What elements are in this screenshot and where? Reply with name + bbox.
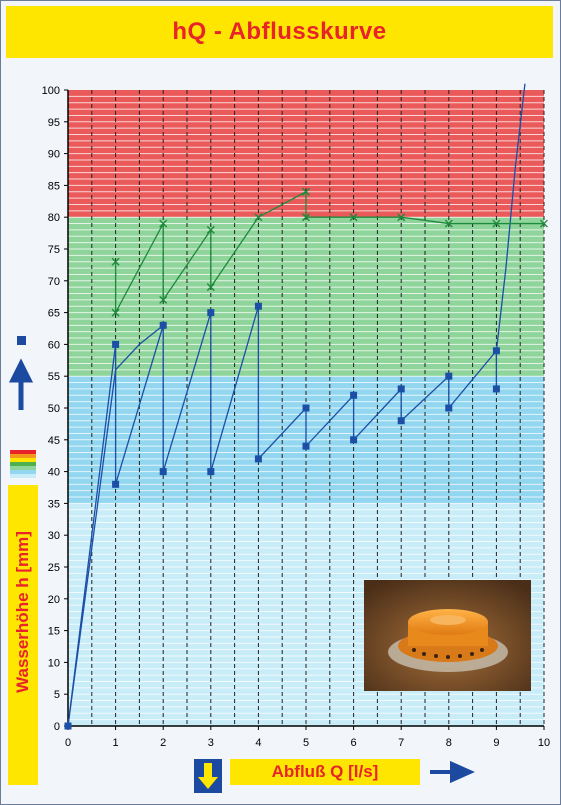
title-bar: hQ - Abflusskurve <box>6 6 553 58</box>
x-tick-label: 2 <box>160 737 166 749</box>
data-point <box>350 391 358 399</box>
x-tick-label: 4 <box>255 737 261 749</box>
y-tick-label: 20 <box>48 594 60 606</box>
data-point <box>397 213 406 222</box>
axis-arrows <box>8 336 475 784</box>
data-point <box>302 187 310 196</box>
data-point <box>111 257 120 266</box>
y-tick-label: 40 <box>48 467 60 479</box>
y-tick-label: 60 <box>48 339 60 351</box>
data-point <box>254 213 263 222</box>
data-point <box>111 308 120 317</box>
y-tick-label: 25 <box>48 562 60 574</box>
series-line-2 <box>495 83 526 351</box>
color-legend-stripes <box>10 450 36 478</box>
chart-series <box>64 83 548 730</box>
chart-grid <box>68 90 545 726</box>
x-axis-label-band: Abfluß Q [l/s] <box>230 759 420 785</box>
x-tick-label: 8 <box>446 737 452 749</box>
y-tick-label: 30 <box>48 530 60 542</box>
y-tick-label: 15 <box>48 626 60 638</box>
data-point <box>397 385 405 393</box>
data-point <box>206 283 215 292</box>
data-point <box>112 480 120 488</box>
y-tick-label: 95 <box>48 117 60 129</box>
chart-title: hQ - Abflusskurve <box>172 18 387 45</box>
data-point <box>159 295 168 304</box>
y-tick-label: 65 <box>48 308 60 320</box>
data-point <box>206 225 215 234</box>
data-point <box>302 213 310 222</box>
data-point <box>444 219 453 228</box>
y-tick-label: 0 <box>54 721 60 733</box>
data-point <box>207 468 215 476</box>
y-tick-label: 80 <box>48 212 60 224</box>
data-point <box>254 455 262 463</box>
data-point <box>349 213 358 222</box>
data-point <box>302 404 310 412</box>
x-tick-label: 1 <box>113 737 119 749</box>
data-point <box>350 436 358 444</box>
x-tick-label: 0 <box>65 737 71 749</box>
data-point <box>302 442 310 450</box>
y-tick-label: 35 <box>48 498 60 510</box>
data-point <box>159 219 168 228</box>
y-tick-label: 100 <box>42 85 60 97</box>
x-tick-label: 9 <box>493 737 499 749</box>
x-tick-label: 6 <box>351 737 357 749</box>
series-line-3 <box>114 190 544 313</box>
x-axis-label: Abfluß Q [l/s] <box>271 762 379 781</box>
y-tick-label: 45 <box>48 435 60 447</box>
x-tick-label: 10 <box>538 737 550 749</box>
data-point <box>112 340 120 348</box>
data-point <box>159 468 167 476</box>
y-axis-label-band <box>8 485 38 785</box>
chart-ticks: 0510152025303540455055606570758085909510… <box>42 85 550 749</box>
y-tick-label: 5 <box>54 689 60 701</box>
data-point <box>397 417 405 425</box>
y-tick-label: 10 <box>48 657 60 669</box>
data-point <box>445 404 453 412</box>
y-tick-label: 50 <box>48 403 60 415</box>
data-point <box>492 385 500 393</box>
data-point <box>207 309 215 317</box>
y-tick-label: 75 <box>48 244 60 256</box>
y-tick-label: 70 <box>48 276 60 288</box>
y-tick-label: 85 <box>48 180 60 192</box>
data-point <box>540 219 548 228</box>
y-tick-label: 90 <box>48 149 60 161</box>
x-tick-label: 5 <box>303 737 309 749</box>
data-point <box>445 372 453 380</box>
up-arrow-icon <box>8 358 34 410</box>
orange-flow-regulator-photo <box>364 580 531 691</box>
x-tick-label: 3 <box>208 737 214 749</box>
data-point <box>492 219 501 228</box>
data-point <box>254 302 262 310</box>
down-arrow-icon <box>194 759 222 793</box>
right-arrow-icon <box>430 760 475 784</box>
series-line-1 <box>67 324 164 727</box>
y-tick-label: 55 <box>48 371 60 383</box>
small-square-marker-icon <box>17 336 26 345</box>
x-tick-label: 7 <box>398 737 404 749</box>
